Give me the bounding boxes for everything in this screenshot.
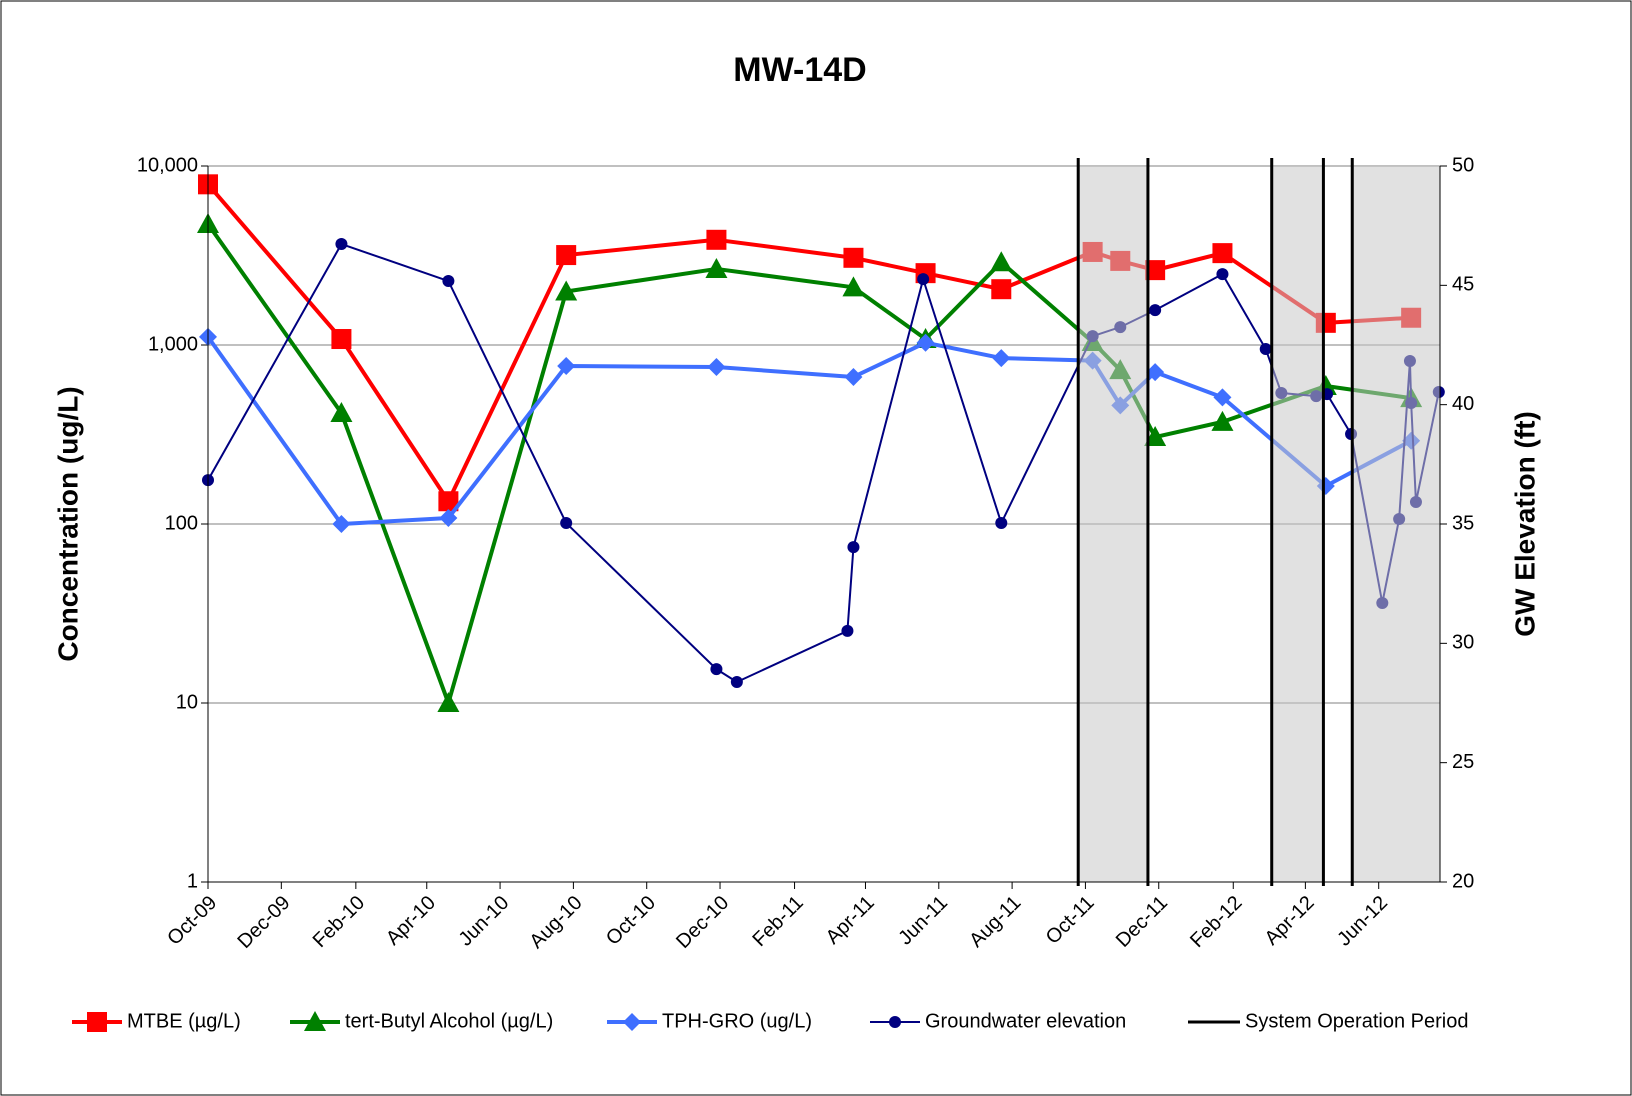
legend-item: TPH-GRO (ug/L): [607, 1010, 812, 1032]
marker: [991, 279, 1012, 300]
marker: [705, 257, 728, 278]
marker: [917, 273, 930, 286]
series-line: [206, 335, 1413, 526]
y2-tick-label: 45: [1452, 274, 1474, 296]
marker: [87, 1012, 107, 1032]
y-tick-label: 10: [176, 691, 198, 713]
marker: [730, 675, 743, 688]
marker: [439, 509, 458, 528]
chart-title: MW-14D: [733, 51, 866, 89]
y-axis-label: Concentration (ug/L): [52, 386, 83, 661]
marker: [623, 1013, 641, 1031]
y2-tick-label: 40: [1452, 393, 1474, 415]
marker: [330, 401, 353, 422]
y2-tick-label: 30: [1452, 632, 1474, 654]
marker: [1216, 268, 1229, 281]
marker: [992, 349, 1011, 368]
y-tick-label: 10,000: [137, 154, 198, 176]
marker: [841, 624, 854, 637]
marker: [843, 247, 864, 268]
marker: [1144, 426, 1167, 447]
marker: [557, 357, 576, 376]
marker: [1146, 363, 1165, 382]
marker: [844, 367, 863, 386]
y2-tick-label: 20: [1452, 870, 1474, 892]
marker: [1213, 388, 1232, 407]
marker: [916, 333, 935, 352]
marker: [707, 358, 726, 377]
y-tick-label: 1,000: [148, 333, 198, 355]
marker: [889, 1016, 901, 1028]
legend-label: System Operation Period: [1245, 1010, 1468, 1032]
marker: [706, 229, 727, 250]
marker: [1211, 410, 1234, 431]
y-tick-label: 1: [187, 870, 198, 892]
marker: [990, 251, 1013, 272]
marker: [842, 276, 865, 297]
marker: [1259, 343, 1272, 356]
marker: [438, 491, 459, 512]
operation-shade: [1352, 166, 1440, 882]
legend-item: Groundwater elevation: [870, 1010, 1126, 1032]
series-line: [206, 183, 1412, 504]
operation-shade: [1271, 166, 1324, 882]
marker: [555, 280, 578, 301]
marker: [710, 663, 723, 676]
marker: [847, 541, 860, 554]
marker: [560, 517, 573, 530]
y2-tick-label: 35: [1452, 512, 1474, 534]
marker: [335, 238, 348, 251]
legend-item: tert-Butyl Alcohol (µg/L): [290, 1010, 553, 1032]
y-tick-label: 100: [165, 512, 198, 534]
legend-label: Groundwater elevation: [925, 1010, 1126, 1032]
marker: [556, 245, 577, 266]
legend-label: MTBE (µg/L): [127, 1010, 241, 1032]
marker: [1149, 304, 1162, 317]
series-line: [206, 222, 1412, 705]
marker: [1145, 260, 1166, 281]
operation-shade: [1078, 166, 1148, 882]
y2-tick-label: 25: [1452, 751, 1474, 773]
legend-label: tert-Butyl Alcohol (µg/L): [345, 1010, 553, 1032]
legend-item: MTBE (µg/L): [72, 1010, 241, 1032]
marker: [331, 329, 352, 350]
marker: [332, 515, 351, 533]
marker: [442, 275, 455, 288]
legend-item: System Operation Period: [1188, 1010, 1468, 1032]
marker: [995, 517, 1008, 530]
y2-tick-label: 50: [1452, 154, 1474, 176]
legend-label: TPH-GRO (ug/L): [662, 1010, 812, 1032]
y2-axis-label: GW Elevation (ft): [1509, 411, 1540, 637]
marker: [304, 1011, 326, 1031]
marker: [1212, 243, 1233, 264]
marker: [437, 692, 460, 712]
